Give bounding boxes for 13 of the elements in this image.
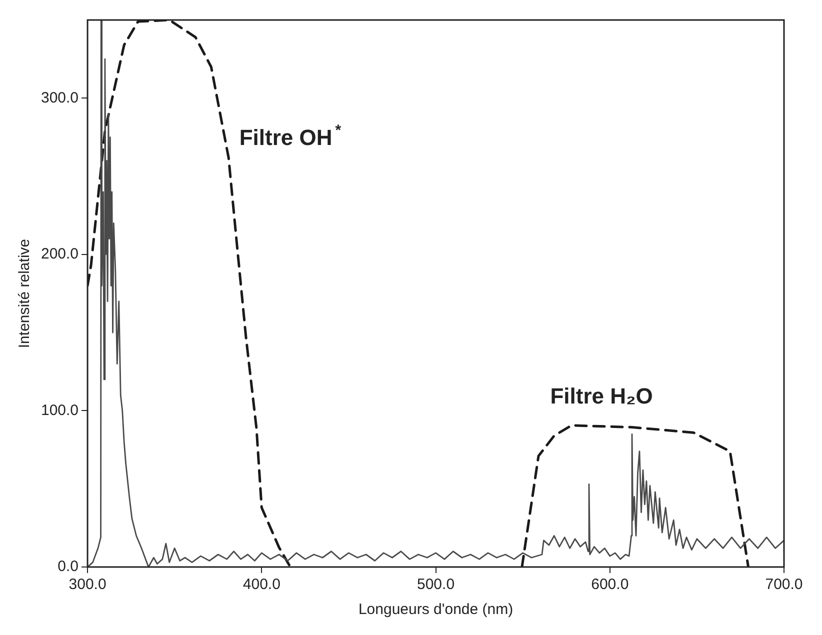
x-tick-label: 300.0 [68,576,106,594]
x-tick-label: 600.0 [591,576,629,594]
series-label: Filtre OH* [239,122,342,150]
x-tick-label: 400.0 [242,576,280,594]
y-tick-label: 0.0 [58,558,79,576]
y-tick-label: 100.0 [40,402,79,419]
y-axis-title: Intensité relative [16,238,34,348]
y-tick-label: 200.0 [40,246,79,263]
y-tick-label: 300.0 [40,89,79,106]
series-label: Filtre H₂O [550,383,653,408]
x-tick-label: 500.0 [416,576,455,594]
x-tick-label: 700.0 [765,576,803,594]
x-axis-title: Longueurs d'onde (nm) [358,601,514,618]
